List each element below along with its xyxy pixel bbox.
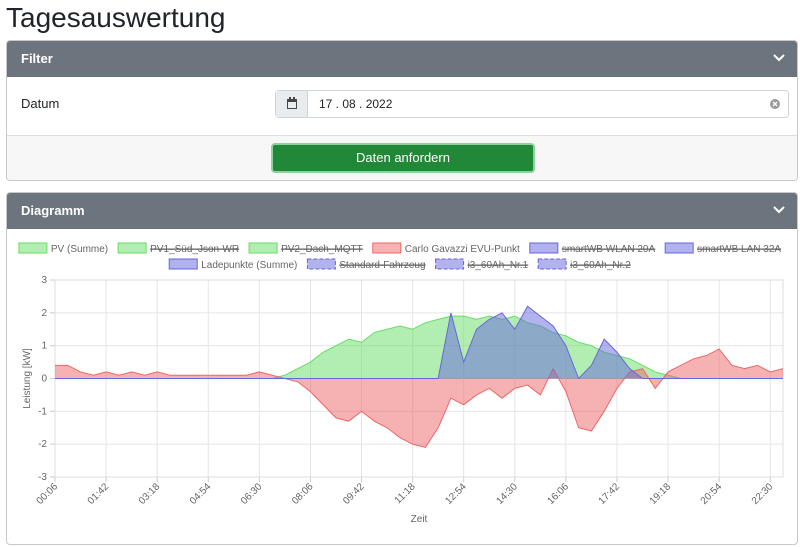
x-tick-label: 03:18 [137,481,163,507]
diagram-header[interactable]: Diagramm [7,193,797,229]
x-tick-label: 00:06 [35,481,61,507]
diagram-heading: Diagramm [21,203,85,218]
date-value: 17 . 08 . 2022 [319,97,393,111]
y-tick-label: -3 [38,472,47,483]
legend-swatch [435,258,465,270]
legend-swatch [18,242,48,254]
legend-swatch [664,242,694,254]
x-tick-label: 14:30 [494,481,520,507]
y-tick-label: 1 [41,341,47,352]
y-tick-label: -1 [38,406,47,417]
legend-item[interactable]: Ladepunkte (Summe) [168,258,297,271]
legend-label: PV (Summe) [51,244,108,255]
x-tick-label: 16:06 [546,481,572,507]
calendar-addon [276,91,308,117]
calendar-icon [287,97,297,109]
legend-swatch [306,258,336,270]
filter-heading: Filter [21,51,53,66]
x-tick-label: 11:18 [393,481,418,506]
x-axis-label: Zeit [411,514,428,525]
x-tick-label: 12:54 [443,481,469,507]
legend-swatch [168,258,198,270]
legend-swatch [537,258,567,270]
x-tick-label: 01:42 [86,481,112,507]
area-fill [55,348,783,448]
legend-item[interactable]: Carlo Gavazzi EVU-Punkt [372,242,520,255]
chart: -3 -2 -1 0 1 2 3 00:06 01:42 03:18 04:54 06:30 08:06… [18,242,784,525]
x-tick-label: 19:18 [648,481,674,507]
filter-footer: Daten anfordern [7,135,797,180]
filter-header[interactable]: Filter [7,41,797,77]
x-tick-label: 06:30 [239,481,265,507]
x-tick-label: 08:06 [290,481,316,507]
legend-swatch [117,242,147,254]
legend-item[interactable]: PV (Summe) [18,242,108,255]
series-line [55,305,783,380]
clear-icon[interactable] [770,99,780,109]
y-tick-label: 3 [41,275,47,286]
submit-button[interactable]: Daten anfordern [271,143,535,173]
date-label: Datum [21,96,60,111]
y-tick-label: 0 [41,374,47,385]
x-tick-label: 22:30 [750,481,776,507]
x-tick-label: 20:54 [699,481,725,507]
legend-swatch [529,242,559,254]
x-tick-label: 04:54 [188,481,214,507]
legend-swatch [248,242,278,254]
page-title: Tagesauswertung [6,2,226,33]
collapse-icon[interactable] [773,53,785,63]
legend-label: Ladepunkte (Summe) [201,260,297,271]
series-line [55,348,784,449]
diagram-card: Diagramm [6,192,798,545]
area-fill [55,306,783,379]
y-axis-label: Leistung [kW] [22,348,33,409]
collapse-icon[interactable] [773,205,785,215]
y-tick-label: -2 [38,439,47,450]
legend-swatch [372,242,402,254]
x-tick-label: 09:42 [341,481,367,507]
date-input[interactable]: 17 . 08 . 2022 [275,90,789,118]
y-tick-label: 2 [41,308,47,319]
legend-label: Carlo Gavazzi EVU-Punkt [405,244,520,255]
x-tick-label: 17:42 [597,481,623,507]
filter-card: Filter Datum 17 . 08 . 2022 Daten anford… [6,40,798,181]
